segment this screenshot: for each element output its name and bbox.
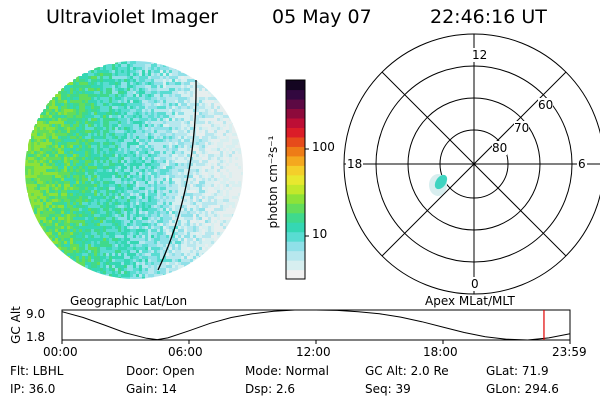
colorbar-tick-label-10: 10 xyxy=(312,227,328,241)
orbit-chart-frame xyxy=(61,309,571,341)
mlt-label-0: 0 xyxy=(469,277,481,291)
dsp-info: Dsp: 2.6 xyxy=(245,382,296,396)
y-tick-label-1_8: 1.8 xyxy=(26,330,46,344)
colorbar-tick-label-100: 100 xyxy=(312,140,335,154)
colorbar-segment xyxy=(286,231,305,242)
ip-info: IP: 36.0 xyxy=(10,382,56,396)
colorbar-segment xyxy=(286,203,305,214)
colorbar-segment xyxy=(286,212,305,223)
colorbar-segment xyxy=(286,80,305,91)
colorbar-segment xyxy=(286,165,305,176)
colorbar-segment xyxy=(286,241,305,252)
left-projection-label: Geographic Lat/Lon xyxy=(70,294,188,308)
colorbar-segment xyxy=(286,222,305,233)
door-info: Door: Open xyxy=(126,364,195,378)
mlt-label-18: 18 xyxy=(346,157,364,171)
orbit-altitude-line xyxy=(61,309,571,341)
lat-label-70: 70 xyxy=(514,121,530,135)
colorbar-segment xyxy=(286,269,305,280)
mode-info: Mode: Normal xyxy=(245,364,329,378)
polar-emission-spot xyxy=(434,174,448,190)
lat-label-60: 60 xyxy=(538,98,554,112)
colorbar-segment xyxy=(286,89,305,100)
glat-info: GLat: 71.9 xyxy=(486,364,549,378)
x-tick-label-1800: 18:00 xyxy=(423,345,458,359)
x-tick-label-0000: 00:00 xyxy=(43,345,78,359)
y-tick-label-9: 9.0 xyxy=(26,307,46,321)
date-label: 05 May 07 xyxy=(272,6,372,28)
colorbar-segment xyxy=(286,250,305,261)
colorbar-frame xyxy=(285,79,306,280)
colorbar-segment xyxy=(286,146,305,157)
colorbar-segment xyxy=(286,174,305,185)
terminator-line xyxy=(157,79,197,271)
x-tick-label-1200: 12:00 xyxy=(296,345,331,359)
instrument-title: Ultraviolet Imager xyxy=(46,6,219,28)
colorbar-segment xyxy=(286,98,305,110)
colorbar-segment xyxy=(286,184,305,195)
time-label: 22:46:16 UT xyxy=(430,6,547,28)
right-projection-label: Apex MLat/MLT xyxy=(425,294,515,308)
polar-diagonal-2 xyxy=(381,71,567,257)
gc-alt-info: GC Alt: 2.0 Re xyxy=(365,364,449,378)
seq-info: Seq: 39 xyxy=(365,382,411,396)
x-tick-label-0600: 06:00 xyxy=(168,345,203,359)
colorbar-segment xyxy=(286,136,305,147)
mlt-label-12: 12 xyxy=(470,48,490,62)
colorbar-segment xyxy=(286,117,305,128)
colorbar-segment xyxy=(286,108,305,119)
colorbar-gradient xyxy=(286,80,305,280)
filter-info: Flt: LBHL xyxy=(10,364,64,378)
lat-label-80: 80 xyxy=(492,141,508,155)
x-tick-label-2359: 23:59 xyxy=(552,345,587,359)
colorbar-segment xyxy=(286,155,305,166)
colorbar-segment xyxy=(286,193,305,204)
mlt-label-6: 6 xyxy=(577,157,587,171)
colorbar-segment xyxy=(286,260,305,271)
colorbar-segment xyxy=(286,127,305,138)
gain-info: Gain: 14 xyxy=(126,382,177,396)
glon-info: GLon: 294.6 xyxy=(486,382,559,396)
